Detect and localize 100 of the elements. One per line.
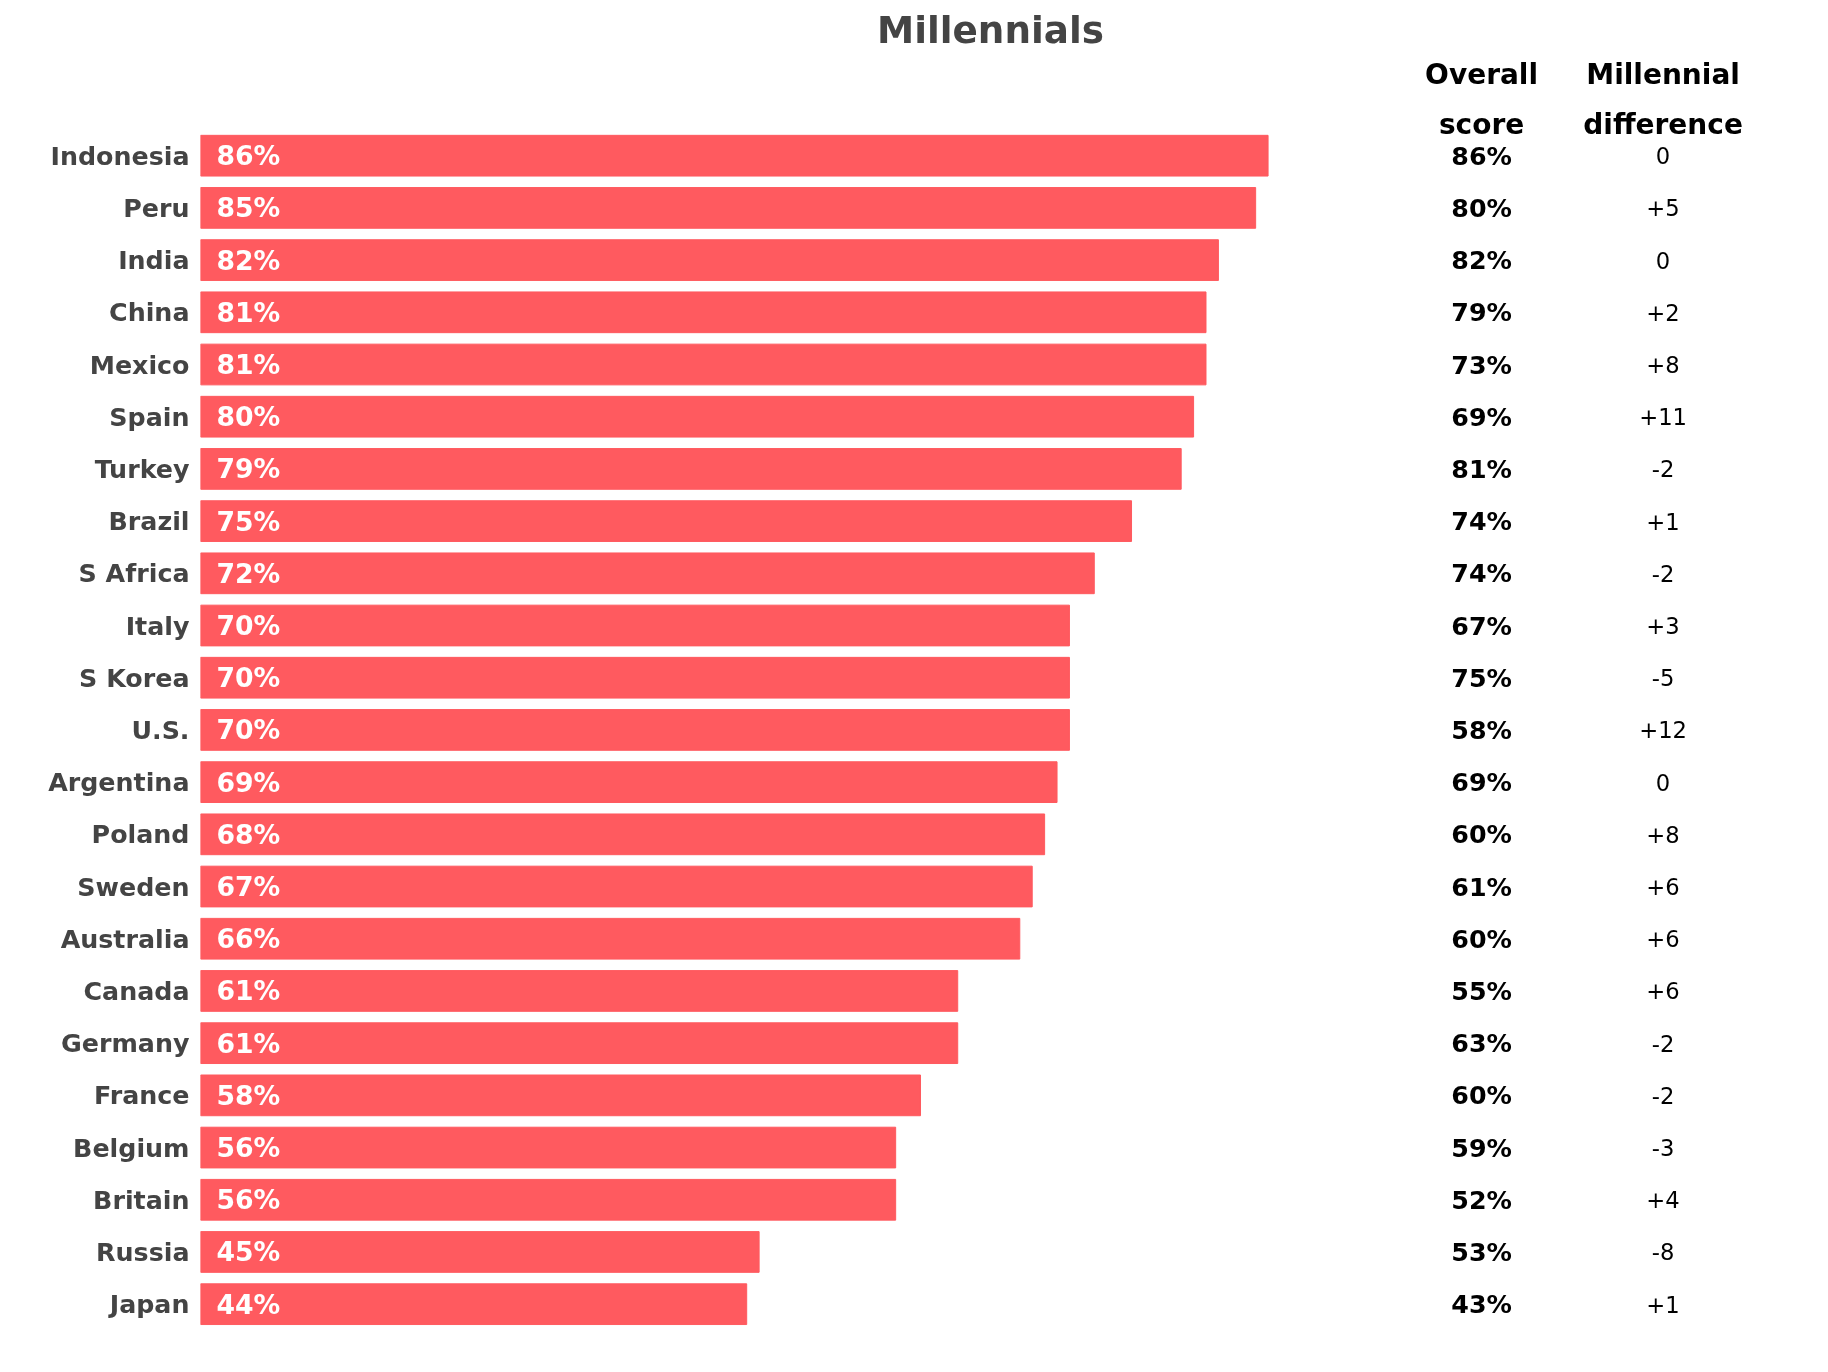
bar [200,552,1095,595]
text: -5 [1651,665,1675,692]
text: 60% [1451,819,1512,850]
y-tick-label: Italy [125,610,190,641]
text: 60% [1451,1080,1512,1111]
data-label: 70% [216,714,281,746]
y-tick-label: France [94,1080,190,1111]
text: -2 [1651,560,1675,587]
text: 79% [1451,297,1512,328]
data-label: 85% [216,192,281,224]
data-label: 70% [216,610,281,642]
y-tick-label: Turkey [94,453,190,484]
bar [200,917,1021,960]
text: 61% [1451,871,1512,902]
bar [200,395,1195,438]
data-label: 81% [216,296,281,328]
bar [200,1074,921,1117]
text: 67% [1451,610,1512,641]
text: -3 [1651,1135,1675,1162]
text: +8 [1646,352,1680,378]
text: 0 [1655,247,1671,274]
y-tick-label: Mexico [89,349,190,380]
data-label: 61% [216,975,281,1007]
text: 81% [1451,453,1512,484]
chart-title: Millennials [877,7,1104,52]
y-tick-label: Japan [107,1289,190,1320]
y-tick-label: Brazil [108,506,190,537]
data-label: 70% [216,662,281,694]
bar [200,970,959,1012]
bar [200,1231,760,1273]
bar [200,813,1046,856]
text: -8 [1651,1239,1675,1266]
text: 74% [1451,558,1512,589]
text: 55% [1451,975,1512,1006]
y-tick-label: Sweden [77,871,190,902]
y-tick-label: Britain [93,1184,190,1215]
y-tick-label: Germany [61,1028,190,1059]
text: 60% [1451,923,1512,954]
text: -2 [1651,1082,1675,1109]
bar [200,239,1219,281]
text: -2 [1651,1030,1675,1057]
text: -2 [1651,456,1675,483]
y-tick-label: China [109,297,190,328]
text: 86% [1451,140,1512,171]
y-tick-label: U.S. [131,714,190,745]
text: +11 [1639,404,1687,431]
bar [200,865,1033,908]
data-label: 67% [216,871,281,903]
text: 58% [1451,714,1512,745]
text: 74% [1451,506,1512,537]
bar [200,343,1207,386]
bar [200,134,1269,177]
y-tick-label: Spain [109,401,190,432]
y-tick-label: Poland [91,819,190,850]
bar [200,500,1133,542]
y-tick-label: Australia [60,923,190,954]
bar [200,1022,959,1065]
text: 59% [1451,1132,1512,1163]
data-label: 56% [216,1132,281,1164]
data-label: 72% [216,557,281,589]
text: 69% [1451,767,1512,798]
text: +2 [1646,299,1680,326]
bar [200,656,1070,699]
text: 73% [1451,349,1512,380]
data-label: 80% [216,401,281,433]
y-tick-label: S Africa [78,558,190,589]
bar [200,1126,897,1169]
bar [200,1283,748,1326]
data-label: 66% [216,923,281,955]
y-tick-label: S Korea [79,662,190,693]
data-label: 82% [216,244,281,276]
bar [200,187,1257,229]
bar [200,709,1070,751]
text: 0 [1655,769,1671,796]
text: +12 [1639,717,1687,744]
bar [200,604,1070,647]
text: +8 [1646,821,1680,848]
y-tick-label: India [118,245,190,276]
bar [200,761,1058,803]
data-label: 61% [216,1027,281,1059]
data-label: 45% [216,1236,281,1268]
text: +1 [1646,508,1680,535]
text: Overall score [1425,58,1539,141]
y-tick-label: Russia [96,1236,190,1267]
bar [200,448,1182,490]
y-tick-label: Peru [123,192,190,223]
text: 43% [1451,1289,1512,1320]
data-label: 44% [216,1288,281,1320]
data-label: 79% [216,453,281,485]
text: +6 [1646,978,1680,1005]
text: 52% [1451,1184,1512,1215]
y-tick-label: Canada [83,975,190,1006]
text: 80% [1451,192,1512,223]
text: +3 [1646,613,1680,640]
text: 75% [1451,662,1512,693]
y-tick-label: Argentina [48,767,190,798]
text: 82% [1451,245,1512,276]
bar [200,1178,897,1221]
y-tick-label: Belgium [73,1132,190,1163]
data-label: 86% [216,140,281,172]
